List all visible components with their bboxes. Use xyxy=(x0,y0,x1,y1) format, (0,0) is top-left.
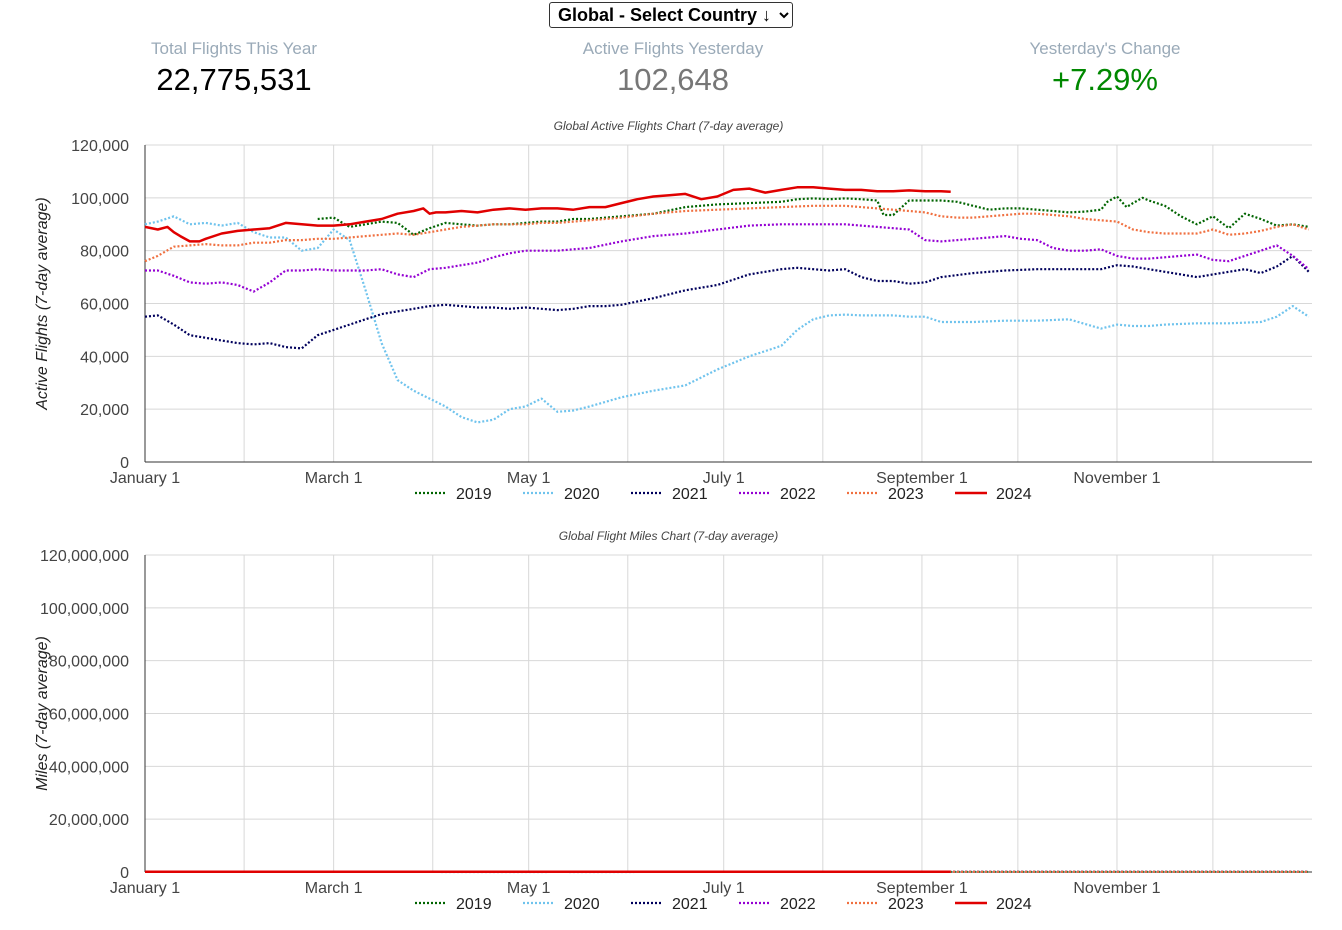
stat-yesterday-change: Yesterday's Change +7.29% xyxy=(955,38,1255,100)
y-tick-label: 20,000 xyxy=(80,402,129,419)
series-line-2024 xyxy=(145,187,951,241)
stat-active-flights-value: 102,648 xyxy=(523,60,823,100)
x-tick-label: November 1 xyxy=(1073,880,1160,897)
legend-item-2024[interactable]: 2024 xyxy=(955,896,1032,913)
stat-active-flights-label: Active Flights Yesterday xyxy=(523,38,823,60)
y-tick-label: 120,000,000 xyxy=(40,548,129,565)
x-tick-label: March 1 xyxy=(305,470,363,487)
legend-item-2020[interactable]: 2020 xyxy=(523,486,600,503)
x-tick-label: September 1 xyxy=(876,880,968,897)
legend-item-2019[interactable]: 2019 xyxy=(415,486,492,503)
country-selector-wrap: Global - Select Country ↓ xyxy=(0,2,1342,28)
y-tick-label: 80,000,000 xyxy=(49,654,129,671)
stat-total-flights-value: 22,775,531 xyxy=(84,60,384,100)
series-line-2020 xyxy=(145,216,1309,422)
y-tick-label: 100,000,000 xyxy=(40,601,129,618)
legend-item-2024[interactable]: 2024 xyxy=(955,486,1032,503)
legend-label: 2023 xyxy=(888,486,924,503)
stat-active-flights: Active Flights Yesterday 102,648 xyxy=(523,38,823,100)
x-tick-label: September 1 xyxy=(876,470,968,487)
stat-yesterday-change-label: Yesterday's Change xyxy=(955,38,1255,60)
legend-item-2020[interactable]: 2020 xyxy=(523,896,600,913)
stat-total-flights: Total Flights This Year 22,775,531 xyxy=(84,38,384,100)
flight-miles-chart: Global Flight Miles Chart (7-day average… xyxy=(0,520,1342,930)
legend-item-2022[interactable]: 2022 xyxy=(739,896,816,913)
active-flights-chart: Global Active Flights Chart (7-day avera… xyxy=(0,110,1342,510)
legend-item-2021[interactable]: 2021 xyxy=(631,486,708,503)
series-line-2019 xyxy=(318,197,1309,235)
y-tick-label: 20,000,000 xyxy=(49,812,129,829)
legend-item-2023[interactable]: 2023 xyxy=(847,486,924,503)
x-tick-label: January 1 xyxy=(110,470,180,487)
stat-total-flights-label: Total Flights This Year xyxy=(84,38,384,60)
legend-label: 2019 xyxy=(456,486,492,503)
y-tick-label: 100,000 xyxy=(71,191,129,208)
legend-label: 2020 xyxy=(564,486,600,503)
y-tick-label: 80,000 xyxy=(80,244,129,261)
legend-label: 2021 xyxy=(672,486,708,503)
chart-title: Global Flight Miles Chart (7-day average… xyxy=(559,529,778,543)
legend-label: 2020 xyxy=(564,896,600,913)
legend-item-2019[interactable]: 2019 xyxy=(415,896,492,913)
legend-item-2022[interactable]: 2022 xyxy=(739,486,816,503)
x-tick-label: March 1 xyxy=(305,880,363,897)
y-tick-label: 40,000,000 xyxy=(49,759,129,776)
x-tick-label: July 1 xyxy=(703,470,745,487)
y-axis-label: Active Flights (7-day average) xyxy=(34,197,51,411)
x-tick-label: January 1 xyxy=(110,880,180,897)
legend-item-2021[interactable]: 2021 xyxy=(631,896,708,913)
legend-label: 2024 xyxy=(996,896,1032,913)
stat-yesterday-change-value: +7.29% xyxy=(955,60,1255,100)
chart-title: Global Active Flights Chart (7-day avera… xyxy=(554,119,784,133)
legend-label: 2021 xyxy=(672,896,708,913)
x-tick-label: May 1 xyxy=(507,880,551,897)
x-tick-label: July 1 xyxy=(703,880,745,897)
legend-item-2023[interactable]: 2023 xyxy=(847,896,924,913)
y-axis-label: Miles (7-day average) xyxy=(34,636,51,791)
legend-label: 2024 xyxy=(996,486,1032,503)
legend-label: 2023 xyxy=(888,896,924,913)
legend-label: 2019 xyxy=(456,896,492,913)
y-tick-label: 60,000 xyxy=(80,297,129,314)
y-tick-label: 120,000 xyxy=(71,138,129,155)
legend-label: 2022 xyxy=(780,486,816,503)
x-tick-label: May 1 xyxy=(507,470,551,487)
y-tick-label: 40,000 xyxy=(80,349,129,366)
x-tick-label: November 1 xyxy=(1073,470,1160,487)
series-line-2023 xyxy=(145,206,1309,261)
y-tick-label: 60,000,000 xyxy=(49,707,129,724)
country-select[interactable]: Global - Select Country ↓ xyxy=(549,2,793,28)
legend-label: 2022 xyxy=(780,896,816,913)
